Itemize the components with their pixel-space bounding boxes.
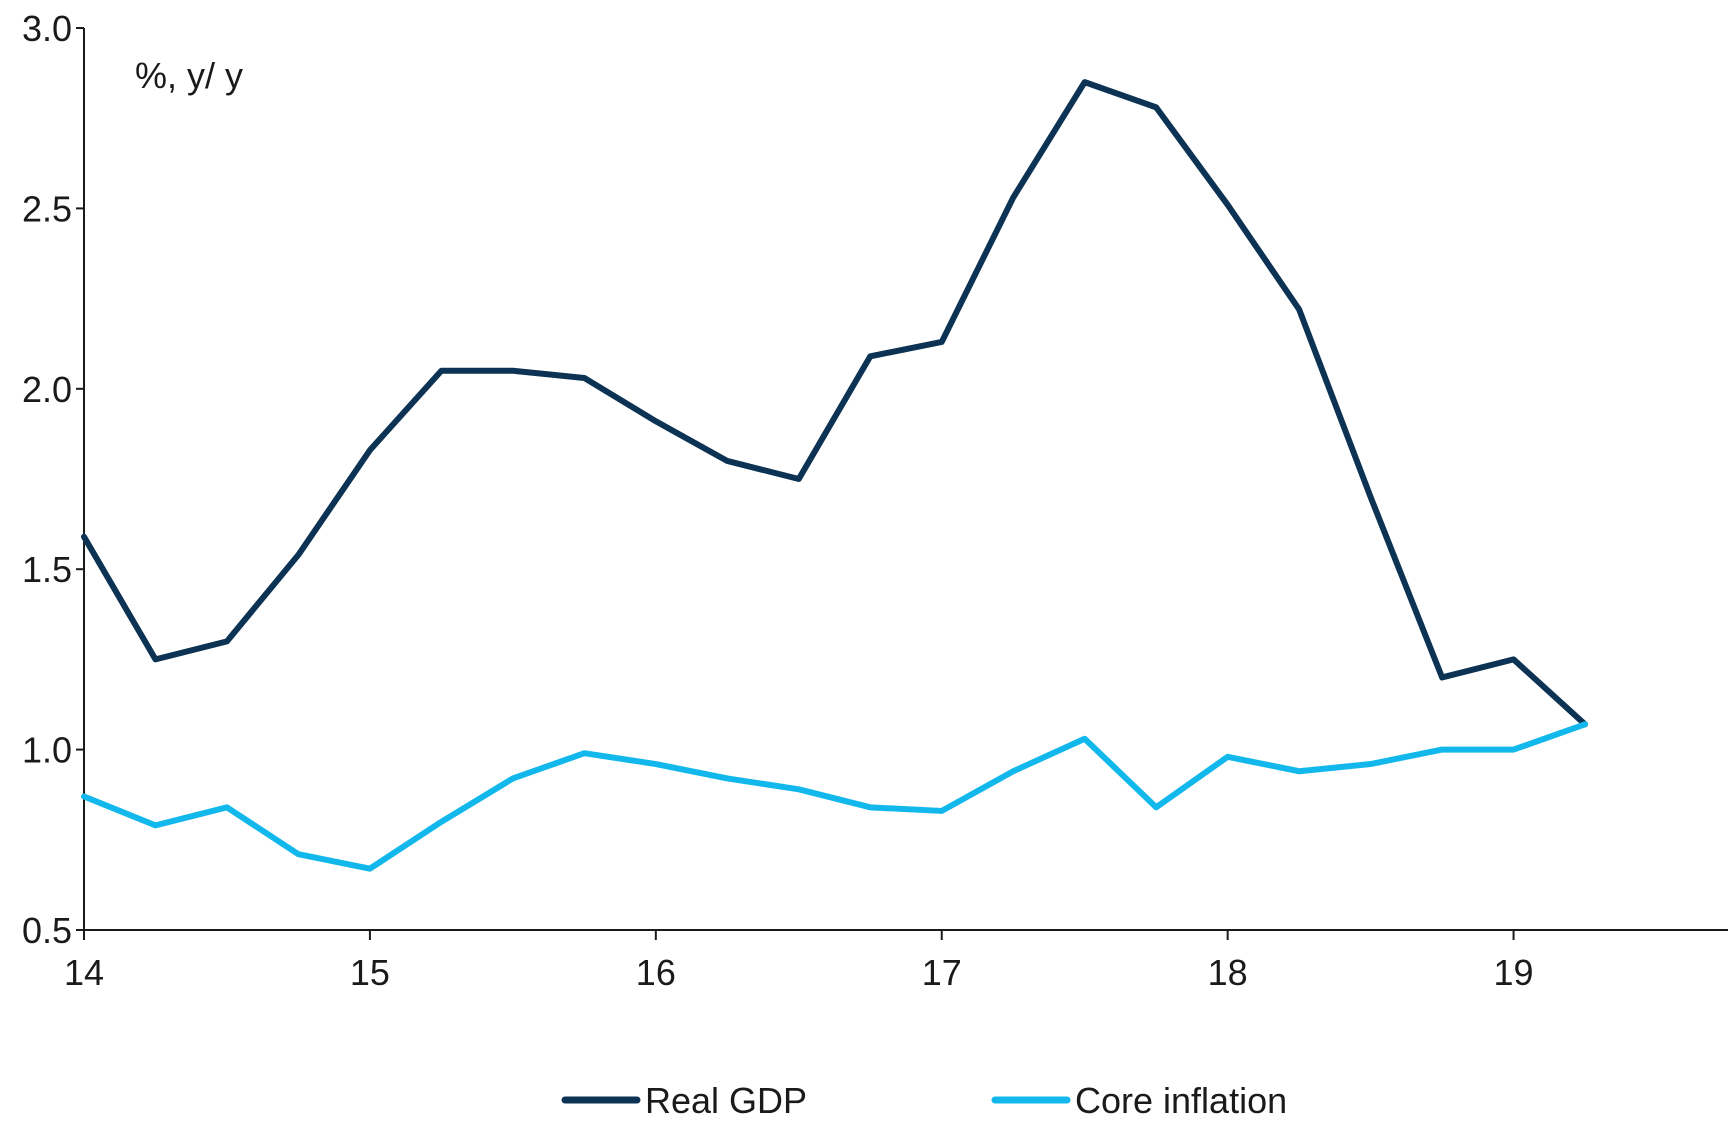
series-line-core-inflation xyxy=(81,721,1589,872)
y-tick-label: 0.5 xyxy=(22,910,72,951)
plot-area xyxy=(81,79,1589,872)
x-tick-label: 16 xyxy=(636,952,676,993)
y-tick-label: 2.0 xyxy=(22,369,72,410)
x-tick-label: 14 xyxy=(64,952,104,993)
y-tick-label: 3.0 xyxy=(22,8,72,49)
axes: 0.5 1.0 1.5 2.0 2.5 3.0 14 15 16 17 18 19 xyxy=(22,8,1728,993)
legend-label: Real GDP xyxy=(645,1080,807,1121)
legend-label: Core inflation xyxy=(1075,1080,1287,1121)
x-tick-label: 17 xyxy=(922,952,962,993)
unit-label: %, y/ y xyxy=(135,55,243,96)
x-tick-label: 18 xyxy=(1208,952,1248,993)
x-axis-ticks: 14 15 16 17 18 19 xyxy=(64,930,1534,993)
x-tick-label: 19 xyxy=(1494,952,1534,993)
legend: Real GDP Core inflation xyxy=(561,1080,1287,1121)
y-tick-label: 1.0 xyxy=(22,730,72,771)
y-axis-ticks: 0.5 1.0 1.5 2.0 2.5 3.0 xyxy=(22,8,84,951)
y-tick-label: 2.5 xyxy=(22,188,72,229)
x-tick-label: 15 xyxy=(350,952,390,993)
y-tick-label: 1.5 xyxy=(22,549,72,590)
series-line-real-gdp xyxy=(81,79,1589,728)
